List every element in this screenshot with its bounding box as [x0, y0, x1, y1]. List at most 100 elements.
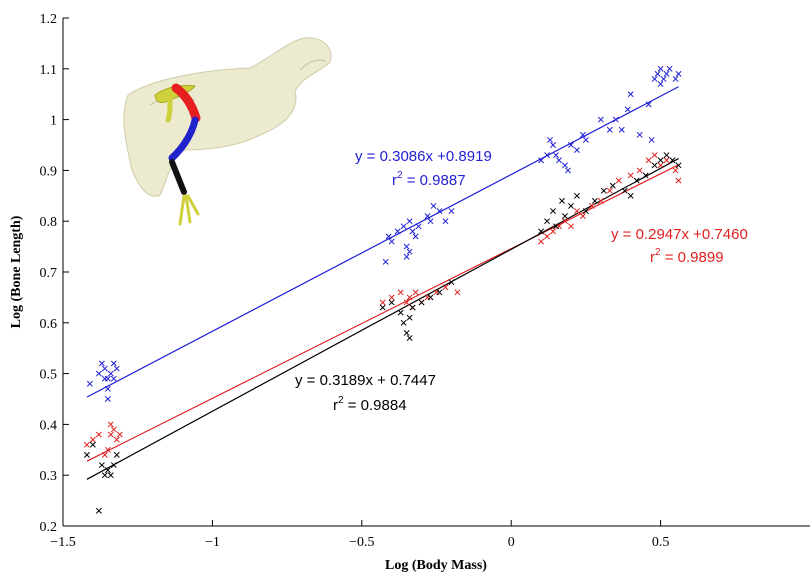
data-point-0: [113, 365, 120, 372]
data-point-2: [436, 289, 443, 296]
data-point-0: [104, 396, 111, 402]
fit-line-2: [86, 158, 679, 480]
data-point-1: [89, 436, 96, 443]
y-tick-label: 0.2: [40, 520, 58, 535]
x-tick-label: −0.5: [349, 535, 374, 550]
data-point-1: [83, 441, 90, 448]
y-axis-title: Log (Bone Length): [9, 215, 24, 328]
data-point-0: [657, 65, 664, 72]
y-tick-label: 0.6: [40, 317, 58, 332]
data-point-2: [89, 441, 96, 448]
data-point-2: [107, 472, 114, 479]
data-point-2: [559, 197, 565, 204]
data-point-1: [403, 299, 410, 306]
data-point-2: [409, 304, 416, 311]
data-point-0: [675, 70, 682, 77]
data-point-0: [562, 162, 568, 169]
data-point-2: [627, 192, 634, 199]
data-point-1: [615, 177, 622, 184]
data-point-2: [675, 162, 682, 169]
x-tick-label: −1: [205, 535, 220, 550]
y-tick-label: 0.5: [40, 368, 58, 383]
data-point-2: [406, 335, 413, 341]
data-point-1: [588, 203, 595, 209]
data-point-1: [645, 157, 652, 164]
data-point-2: [642, 172, 649, 179]
data-point-2: [110, 462, 117, 468]
bird-skeleton-limb-icon: [123, 37, 332, 226]
data-point-1: [107, 431, 114, 438]
data-point-2: [379, 304, 386, 311]
data-point-2: [101, 472, 108, 479]
data-point-2: [553, 223, 559, 230]
data-point-2: [388, 299, 395, 306]
blue-r2: r2 = 0.9887: [392, 170, 466, 189]
data-point-0: [672, 76, 679, 82]
data-point-2: [573, 192, 580, 199]
data-point-0: [648, 136, 655, 143]
data-point-1: [107, 421, 114, 428]
data-point-0: [651, 76, 658, 82]
data-point-1: [663, 157, 670, 164]
data-point-0: [424, 213, 431, 220]
data-point-0: [544, 152, 551, 159]
data-point-0: [666, 65, 673, 72]
data-point-0: [110, 375, 117, 382]
data-point-1: [675, 177, 682, 184]
data-point-2: [397, 309, 404, 316]
data-point-0: [409, 228, 416, 235]
data-point-0: [636, 131, 643, 138]
data-point-0: [550, 142, 556, 148]
y-tick-label: 0.3: [40, 469, 58, 484]
data-point-0: [403, 243, 410, 250]
x-axis-title: Log (Body Mass): [385, 558, 487, 573]
data-point-1: [412, 289, 419, 296]
data-point-0: [553, 152, 559, 159]
data-point-0: [606, 126, 613, 133]
y-tick-label: 0.7: [40, 266, 58, 281]
data-point-2: [403, 330, 410, 336]
y-tick-label: 0.8: [40, 215, 58, 230]
red-equation: y = 0.2947x +0.7460: [611, 226, 748, 243]
data-point-0: [612, 116, 619, 123]
data-point-0: [624, 106, 631, 113]
data-point-0: [382, 258, 389, 265]
data-point-0: [388, 238, 395, 245]
x-tick-label: 0: [508, 535, 515, 550]
data-point-0: [95, 370, 102, 377]
data-point-2: [544, 218, 551, 225]
data-point-1: [388, 294, 395, 301]
data-point-0: [430, 203, 437, 209]
data-point-1: [442, 284, 449, 291]
y-tick-label: 1.2: [40, 12, 58, 27]
data-point-1: [110, 426, 117, 433]
data-point-2: [550, 208, 556, 214]
data-point-1: [550, 228, 556, 235]
data-point-0: [427, 218, 434, 225]
black-r2: r2 = 0.9884: [333, 395, 407, 414]
data-point-1: [538, 238, 545, 245]
data-point-1: [104, 446, 111, 453]
data-point-2: [448, 279, 455, 286]
data-point-0: [568, 142, 574, 148]
data-point-0: [565, 167, 571, 174]
y-tick-label: 0.4: [40, 418, 58, 433]
data-point-0: [403, 253, 410, 260]
data-point-1: [379, 299, 386, 306]
data-point-2: [621, 187, 628, 194]
data-point-1: [651, 152, 658, 159]
data-point-2: [104, 467, 111, 474]
data-point-2: [113, 451, 120, 458]
data-point-0: [104, 385, 111, 392]
data-point-0: [412, 233, 419, 240]
data-point-0: [556, 157, 562, 164]
data-point-1: [657, 162, 664, 169]
data-point-1: [597, 197, 604, 204]
data-point-0: [538, 157, 545, 164]
x-tick-label: 0.5: [652, 535, 670, 550]
black-equation: y = 0.3189x + 0.7447: [295, 372, 436, 389]
data-point-2: [582, 208, 589, 214]
data-point-1: [579, 213, 586, 220]
data-point-2: [427, 294, 434, 301]
